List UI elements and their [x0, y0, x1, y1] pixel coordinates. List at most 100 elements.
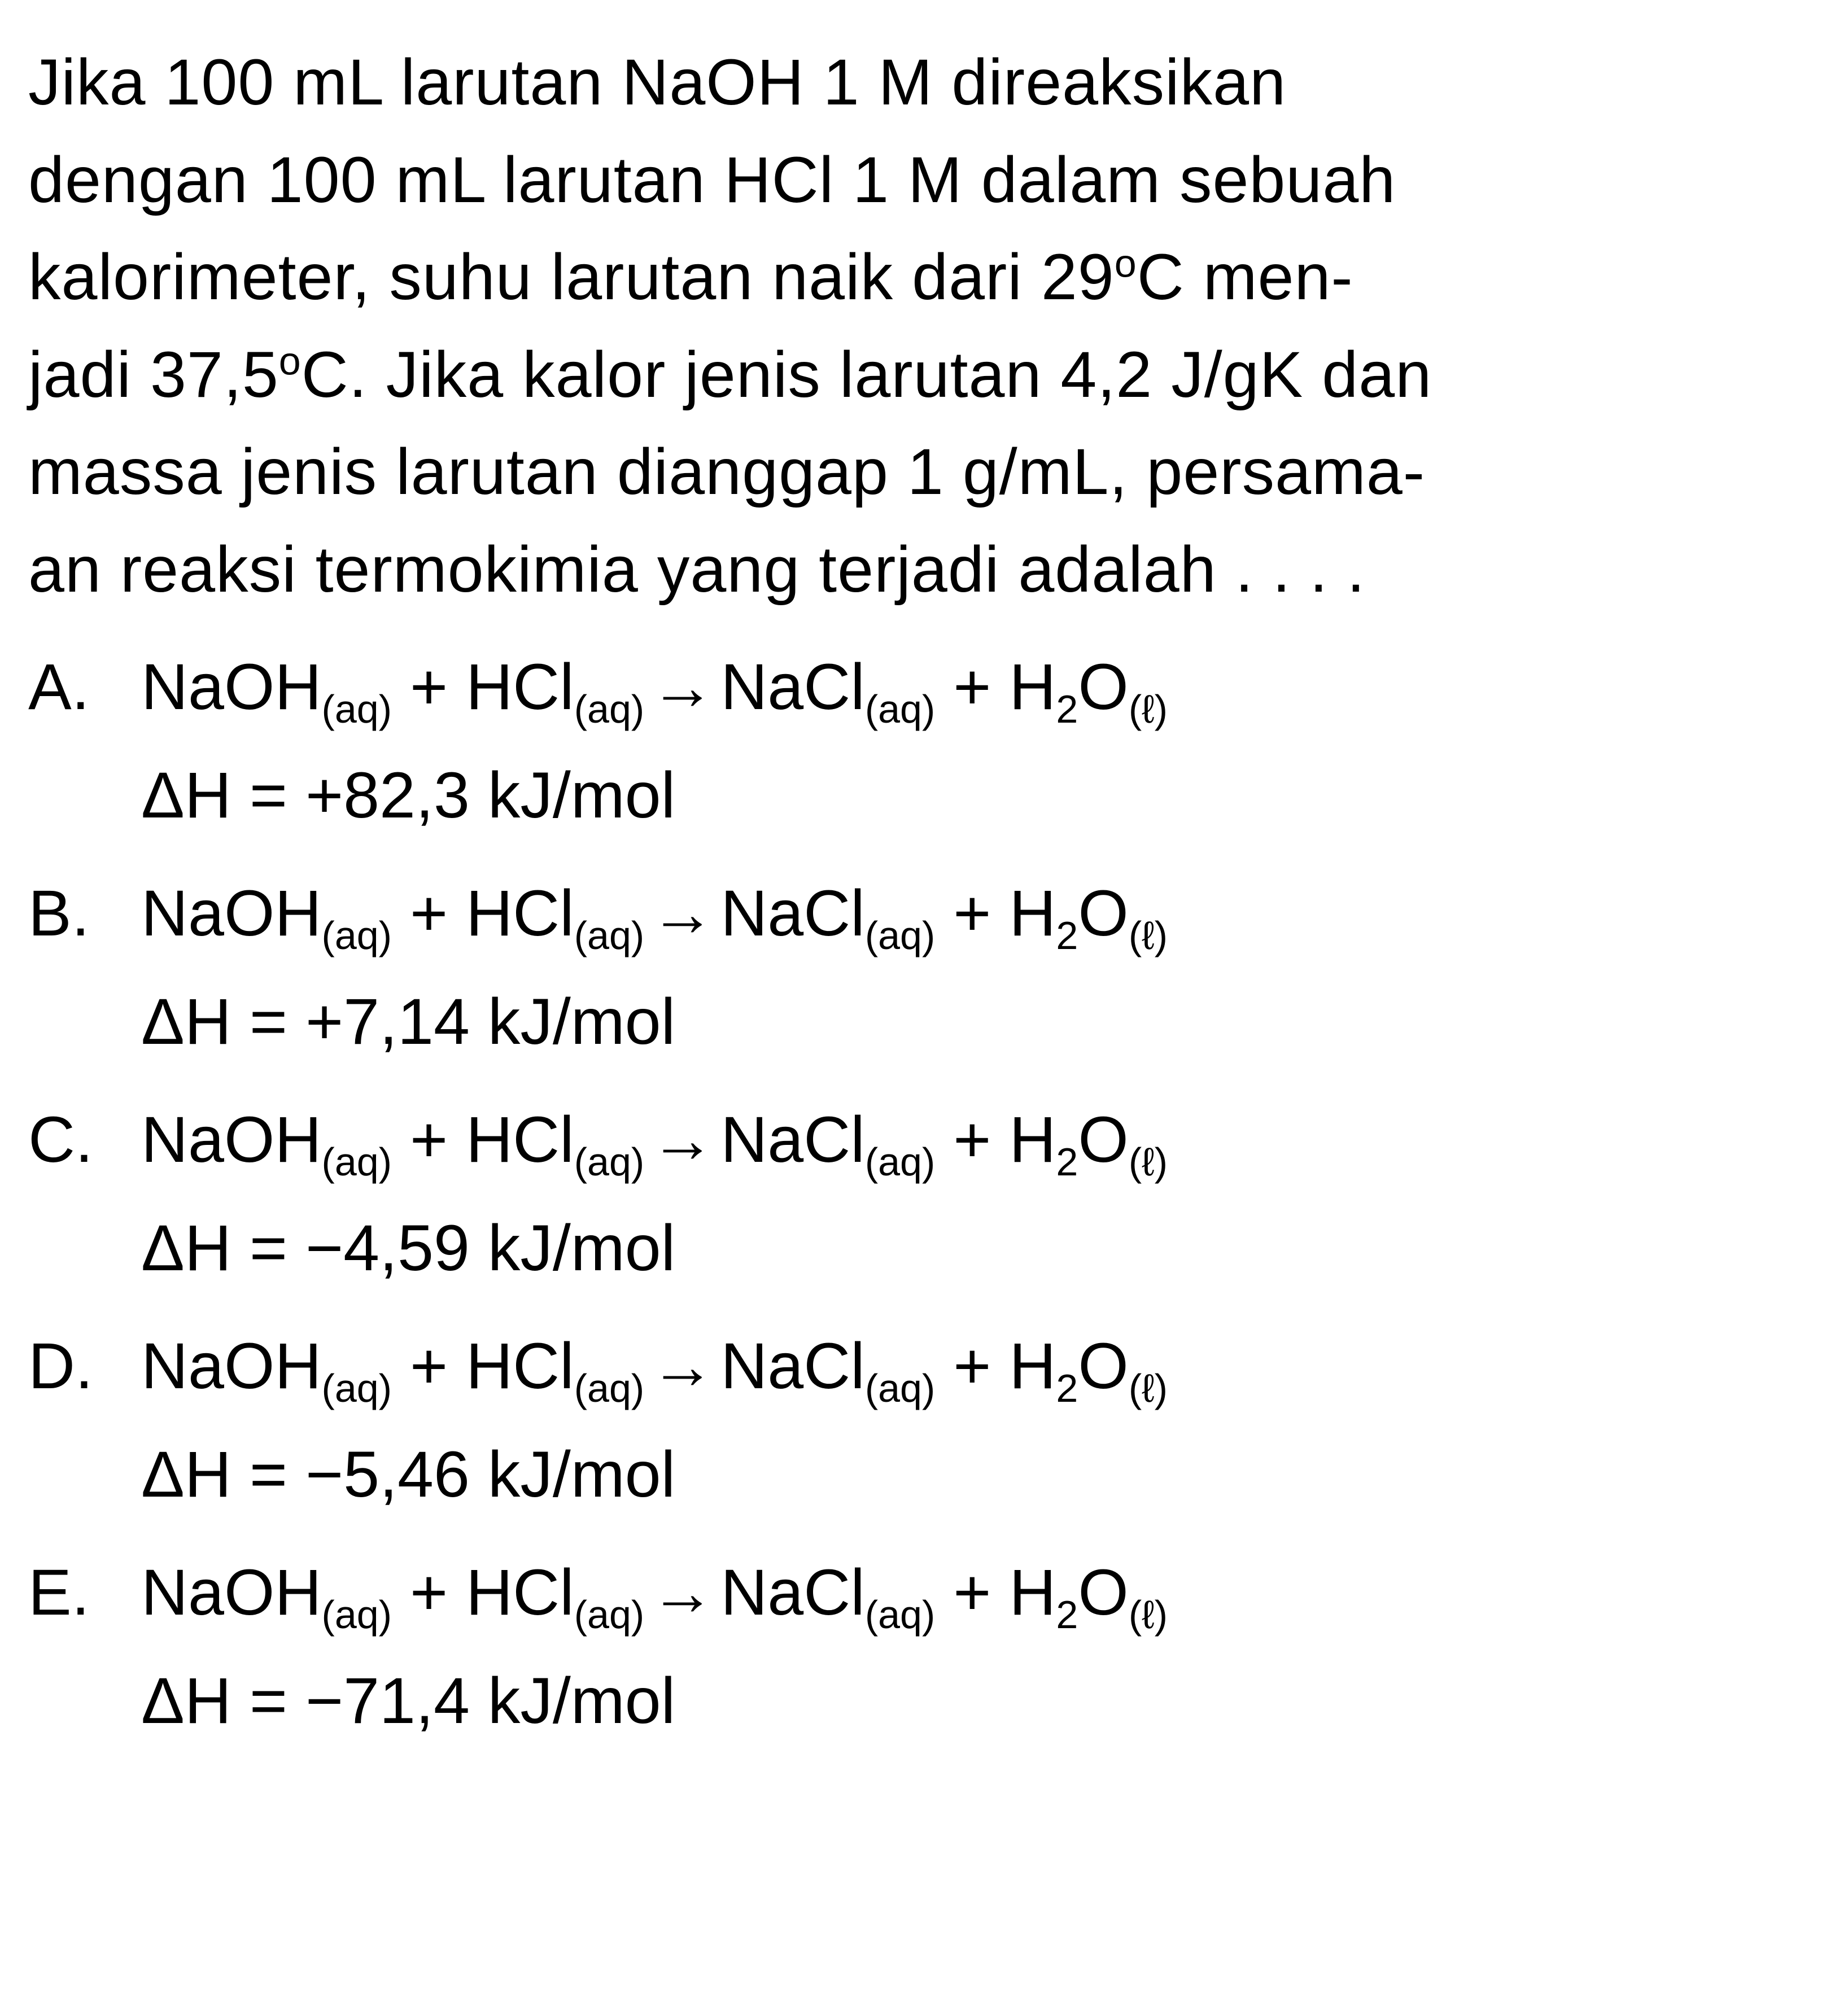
naoh: NaOH — [141, 651, 322, 723]
h2o-h: H — [1009, 877, 1056, 950]
aq-sub: (aq) — [865, 687, 935, 731]
aq-sub: (aq) — [574, 1366, 644, 1410]
liquid-sub: (ℓ) — [1129, 1366, 1168, 1410]
delta-h-c: ΔH = −4,59 kJ/mol — [141, 1196, 1820, 1300]
h2o-2: 2 — [1056, 687, 1078, 731]
arrow-icon: → — [650, 635, 715, 739]
plus: + — [935, 877, 1009, 950]
h2o-o: O — [1078, 1330, 1128, 1402]
plus: + — [392, 651, 466, 723]
question-text: Jika 100 mL larutan NaOH 1 M direaksikan… — [28, 34, 1820, 618]
degree-symbol: o — [1115, 242, 1137, 286]
option-c: C. NaOH(aq) + HCl(aq)→NaCl(aq) + H2O(ℓ) … — [28, 1088, 1820, 1300]
delta-h-label: ΔH = — [141, 759, 305, 832]
plus: + — [935, 1556, 1009, 1629]
delta-h-b: ΔH = +7,14 kJ/mol — [141, 970, 1820, 1074]
hcl: HCl — [466, 1104, 574, 1176]
question-line2: dengan 100 mL larutan HCl 1 M dalam sebu… — [28, 144, 1396, 216]
aq-sub: (aq) — [574, 1140, 644, 1184]
arrow-icon: → — [650, 1088, 715, 1192]
delta-h-value-e: −71,4 kJ/mol — [305, 1665, 675, 1737]
arrow-icon: → — [650, 1314, 715, 1418]
option-content-e: NaOH(aq) + HCl(aq)→NaCl(aq) + H2O(ℓ) ΔH … — [141, 1541, 1820, 1753]
option-letter-e: E. — [28, 1541, 141, 1753]
delta-h-value-d: −5,46 kJ/mol — [305, 1438, 675, 1511]
equation-a: NaOH(aq) + HCl(aq)→NaCl(aq) + H2O(ℓ) — [141, 635, 1820, 739]
delta-h-value-a: +82,3 kJ/mol — [305, 759, 675, 832]
aq-sub: (aq) — [322, 1366, 392, 1410]
h2o-2: 2 — [1056, 1140, 1078, 1184]
arrow-icon: → — [650, 1541, 715, 1645]
hcl: HCl — [466, 1556, 574, 1629]
naoh: NaOH — [141, 1104, 322, 1176]
aq-sub: (aq) — [574, 687, 644, 731]
h2o-2: 2 — [1056, 1366, 1078, 1410]
aq-sub: (aq) — [322, 913, 392, 957]
aq-sub: (aq) — [865, 1140, 935, 1184]
delta-h-value-b: +7,14 kJ/mol — [305, 986, 675, 1058]
nacl: NaCl — [720, 1556, 865, 1629]
option-a: A. NaOH(aq) + HCl(aq)→NaCl(aq) + H2O(ℓ) … — [28, 635, 1820, 847]
h2o-2: 2 — [1056, 913, 1078, 957]
delta-h-a: ΔH = +82,3 kJ/mol — [141, 744, 1820, 847]
plus: + — [392, 1330, 466, 1402]
equation-b: NaOH(aq) + HCl(aq)→NaCl(aq) + H2O(ℓ) — [141, 861, 1820, 965]
liquid-sub: (ℓ) — [1129, 1593, 1168, 1637]
h2o-o: O — [1078, 1556, 1128, 1629]
liquid-sub: (ℓ) — [1129, 687, 1168, 731]
option-d: D. NaOH(aq) + HCl(aq)→NaCl(aq) + H2O(ℓ) … — [28, 1314, 1820, 1527]
delta-h-e: ΔH = −71,4 kJ/mol — [141, 1649, 1820, 1753]
delta-h-d: ΔH = −5,46 kJ/mol — [141, 1423, 1820, 1527]
aq-sub: (aq) — [865, 1593, 935, 1637]
h2o-2: 2 — [1056, 1593, 1078, 1637]
equation-e: NaOH(aq) + HCl(aq)→NaCl(aq) + H2O(ℓ) — [141, 1541, 1820, 1645]
aq-sub: (aq) — [574, 1593, 644, 1637]
option-letter-b: B. — [28, 861, 141, 1074]
aq-sub: (aq) — [322, 1593, 392, 1637]
h2o-h: H — [1009, 1330, 1056, 1402]
naoh: NaOH — [141, 1556, 322, 1629]
arrow-icon: → — [650, 861, 715, 965]
h2o-o: O — [1078, 651, 1128, 723]
plus: + — [392, 877, 466, 950]
plus: + — [935, 1104, 1009, 1176]
delta-h-label: ΔH = — [141, 986, 305, 1058]
option-content-b: NaOH(aq) + HCl(aq)→NaCl(aq) + H2O(ℓ) ΔH … — [141, 861, 1820, 1074]
question-line1: Jika 100 mL larutan NaOH 1 M direaksikan — [28, 46, 1286, 119]
h2o-o: O — [1078, 877, 1128, 950]
nacl: NaCl — [720, 651, 865, 723]
hcl: HCl — [466, 651, 574, 723]
option-e: E. NaOH(aq) + HCl(aq)→NaCl(aq) + H2O(ℓ) … — [28, 1541, 1820, 1753]
nacl: NaCl — [720, 1104, 865, 1176]
naoh: NaOH — [141, 877, 322, 950]
option-letter-c: C. — [28, 1088, 141, 1300]
aq-sub: (aq) — [574, 913, 644, 957]
h2o-o: O — [1078, 1104, 1128, 1176]
question-line3-suffix: C men- — [1137, 241, 1353, 313]
delta-h-value-c: −4,59 kJ/mol — [305, 1212, 675, 1284]
delta-h-label: ΔH = — [141, 1212, 305, 1284]
h2o-h: H — [1009, 1104, 1056, 1176]
nacl: NaCl — [720, 877, 865, 950]
aq-sub: (aq) — [865, 913, 935, 957]
degree-symbol: o — [279, 339, 302, 383]
option-letter-d: D. — [28, 1314, 141, 1527]
equation-d: NaOH(aq) + HCl(aq)→NaCl(aq) + H2O(ℓ) — [141, 1314, 1820, 1418]
plus: + — [935, 1330, 1009, 1402]
question-line6: an reaksi termokimia yang terjadi adalah… — [28, 533, 1365, 606]
hcl: HCl — [466, 877, 574, 950]
option-content-d: NaOH(aq) + HCl(aq)→NaCl(aq) + H2O(ℓ) ΔH … — [141, 1314, 1820, 1527]
option-b: B. NaOH(aq) + HCl(aq)→NaCl(aq) + H2O(ℓ) … — [28, 861, 1820, 1074]
nacl: NaCl — [720, 1330, 865, 1402]
plus: + — [935, 651, 1009, 723]
liquid-sub: (ℓ) — [1129, 913, 1168, 957]
question-line4-prefix: jadi 37,5 — [28, 339, 279, 411]
question-line4-suffix: C. Jika kalor jenis larutan 4,2 J/gK dan — [302, 339, 1432, 411]
options-list: A. NaOH(aq) + HCl(aq)→NaCl(aq) + H2O(ℓ) … — [28, 635, 1820, 1753]
delta-h-label: ΔH = — [141, 1665, 305, 1737]
h2o-h: H — [1009, 651, 1056, 723]
aq-sub: (aq) — [322, 687, 392, 731]
hcl: HCl — [466, 1330, 574, 1402]
plus: + — [392, 1556, 466, 1629]
question-line5: massa jenis larutan dianggap 1 g/mL, per… — [28, 436, 1425, 508]
